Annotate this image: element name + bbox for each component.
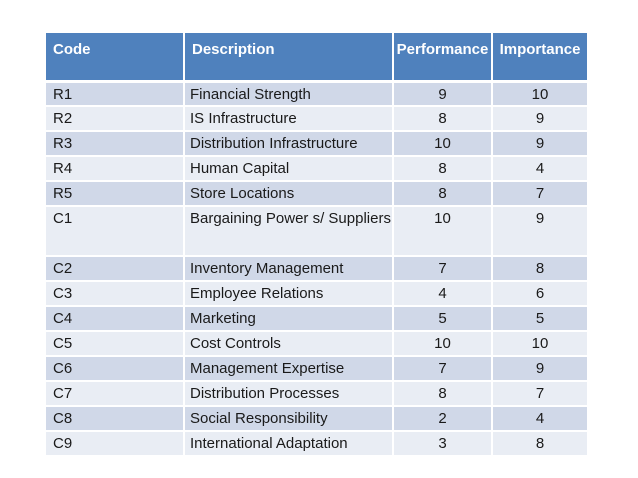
table-row-c6: C6 Management Expertise 7 9 [44,355,589,382]
code-cell: C5 [44,330,185,357]
code-cell: C1 [44,205,185,257]
importance-cell: 8 [491,430,589,457]
performance-cell: 8 [392,155,493,182]
importance-cell: 6 [491,280,589,307]
description-cell: IS Infrastructure [183,105,394,132]
factors-table: Code Description Performance Importance … [44,31,589,457]
importance-cell: 9 [491,130,589,157]
performance-cell: 9 [392,80,493,107]
column-header-performance: Performance [392,31,493,83]
description-cell: Distribution Processes [183,380,394,407]
performance-cell: 7 [392,355,493,382]
importance-cell: 9 [491,105,589,132]
performance-cell: 8 [392,380,493,407]
code-cell: R2 [44,105,185,132]
performance-cell: 2 [392,405,493,432]
description-cell: Distribution Infrastructure [183,130,394,157]
code-cell: R3 [44,130,185,157]
performance-cell: 7 [392,255,493,282]
code-cell: R1 [44,80,185,107]
importance-cell: 4 [491,405,589,432]
importance-cell: 9 [491,205,589,257]
description-cell: Bargaining Power s/ Suppliers [183,205,394,257]
code-cell: C3 [44,280,185,307]
description-cell: Social Responsibility [183,405,394,432]
performance-cell: 10 [392,130,493,157]
table-row-c9: C9 International Adaptation 3 8 [44,430,589,457]
description-cell: Marketing [183,305,394,332]
table-row-c5: C5 Cost Controls 10 10 [44,330,589,357]
importance-cell: 7 [491,380,589,407]
table-header: Code Description Performance Importance [44,31,589,83]
importance-cell: 10 [491,330,589,357]
table-row-c4: C4 Marketing 5 5 [44,305,589,332]
table-row-r2: R2 IS Infrastructure 8 9 [44,105,589,132]
table-row-c1: C1 Bargaining Power s/ Suppliers 10 9 [44,205,589,257]
performance-cell: 8 [392,180,493,207]
performance-cell: 5 [392,305,493,332]
column-header-description: Description [183,31,394,83]
code-cell: C2 [44,255,185,282]
code-cell: C6 [44,355,185,382]
table-row-c7: C7 Distribution Processes 8 7 [44,380,589,407]
description-cell: Inventory Management [183,255,394,282]
description-cell: International Adaptation [183,430,394,457]
header-row: Code Description Performance Importance [44,31,589,83]
performance-cell: 8 [392,105,493,132]
code-cell: C7 [44,380,185,407]
table-row-r1: R1 Financial Strength 9 10 [44,80,589,107]
code-cell: R4 [44,155,185,182]
code-cell: R5 [44,180,185,207]
code-cell: C8 [44,405,185,432]
description-cell: Human Capital [183,155,394,182]
performance-cell: 4 [392,280,493,307]
importance-cell: 7 [491,180,589,207]
table-row-r5: R5 Store Locations 8 7 [44,180,589,207]
importance-cell: 5 [491,305,589,332]
table-row-c2: C2 Inventory Management 7 8 [44,255,589,282]
column-header-code: Code [44,31,185,83]
importance-cell: 8 [491,255,589,282]
performance-cell: 3 [392,430,493,457]
description-cell: Employee Relations [183,280,394,307]
code-cell: C9 [44,430,185,457]
table-body: R1 Financial Strength 9 10 R2 IS Infrast… [44,80,589,457]
importance-cell: 9 [491,355,589,382]
description-cell: Management Expertise [183,355,394,382]
description-cell: Financial Strength [183,80,394,107]
performance-cell: 10 [392,205,493,257]
table-row-c3: C3 Employee Relations 4 6 [44,280,589,307]
table-row-r4: R4 Human Capital 8 4 [44,155,589,182]
importance-cell: 10 [491,80,589,107]
table-row-r3: R3 Distribution Infrastructure 10 9 [44,130,589,157]
description-cell: Store Locations [183,180,394,207]
description-cell: Cost Controls [183,330,394,357]
column-header-importance: Importance [491,31,589,83]
table-row-c8: C8 Social Responsibility 2 4 [44,405,589,432]
code-cell: C4 [44,305,185,332]
importance-cell: 4 [491,155,589,182]
performance-cell: 10 [392,330,493,357]
